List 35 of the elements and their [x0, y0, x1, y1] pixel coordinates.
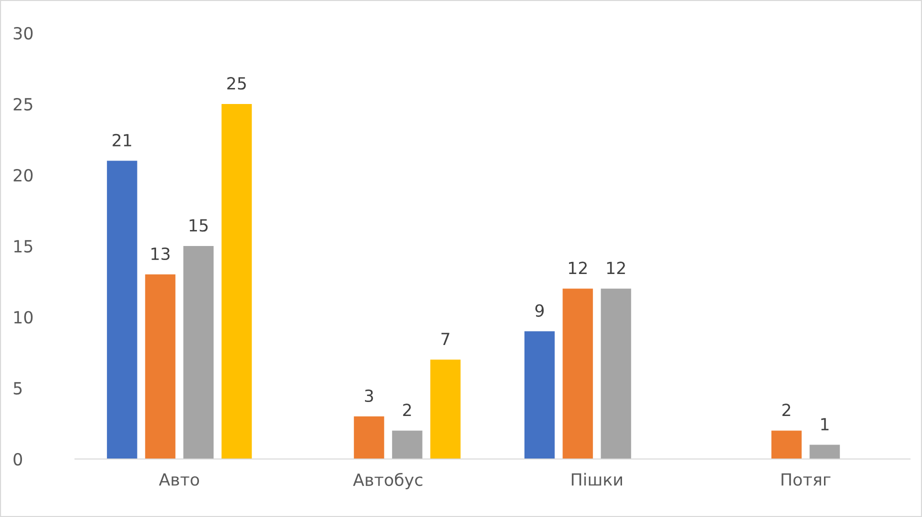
data-label: 12 — [569, 262, 587, 274]
data-label: 3 — [364, 389, 373, 402]
bar — [600, 288, 632, 459]
bar — [145, 274, 176, 459]
bar — [562, 288, 593, 459]
data-label: 7 — [441, 332, 450, 346]
y-tick-label: 20 — [14, 168, 33, 182]
data-label: 1 — [821, 418, 828, 430]
bar — [106, 160, 138, 459]
data-label: 13 — [152, 247, 170, 260]
bar — [392, 430, 422, 459]
data-label: 12 — [607, 262, 625, 274]
bar — [810, 444, 840, 459]
bar — [524, 331, 555, 459]
y-tick-label: 30 — [14, 26, 33, 40]
bar — [222, 104, 252, 459]
data-label: 21 — [112, 134, 132, 146]
y-tick-label: 5 — [14, 382, 22, 395]
y-tick-label: 25 — [14, 98, 32, 111]
data-label: 2 — [403, 404, 411, 416]
data-label: 9 — [535, 304, 544, 317]
y-tick-label: 15 — [14, 240, 32, 253]
y-tick-label: 10 — [14, 310, 33, 324]
data-label: 15 — [190, 219, 208, 232]
y-tick-label: 0 — [14, 452, 22, 466]
bar — [430, 360, 461, 459]
x-tick-label: Авто — [158, 473, 200, 486]
bar — [183, 246, 214, 459]
data-label: 2 — [782, 404, 790, 416]
x-tick-label: Пішки — [572, 472, 622, 486]
bar — [354, 416, 384, 459]
bar — [771, 430, 802, 459]
x-tick-label: Автобус — [353, 472, 422, 490]
x-tick-label: Потяг — [782, 473, 830, 486]
data-label: 25 — [227, 77, 246, 90]
